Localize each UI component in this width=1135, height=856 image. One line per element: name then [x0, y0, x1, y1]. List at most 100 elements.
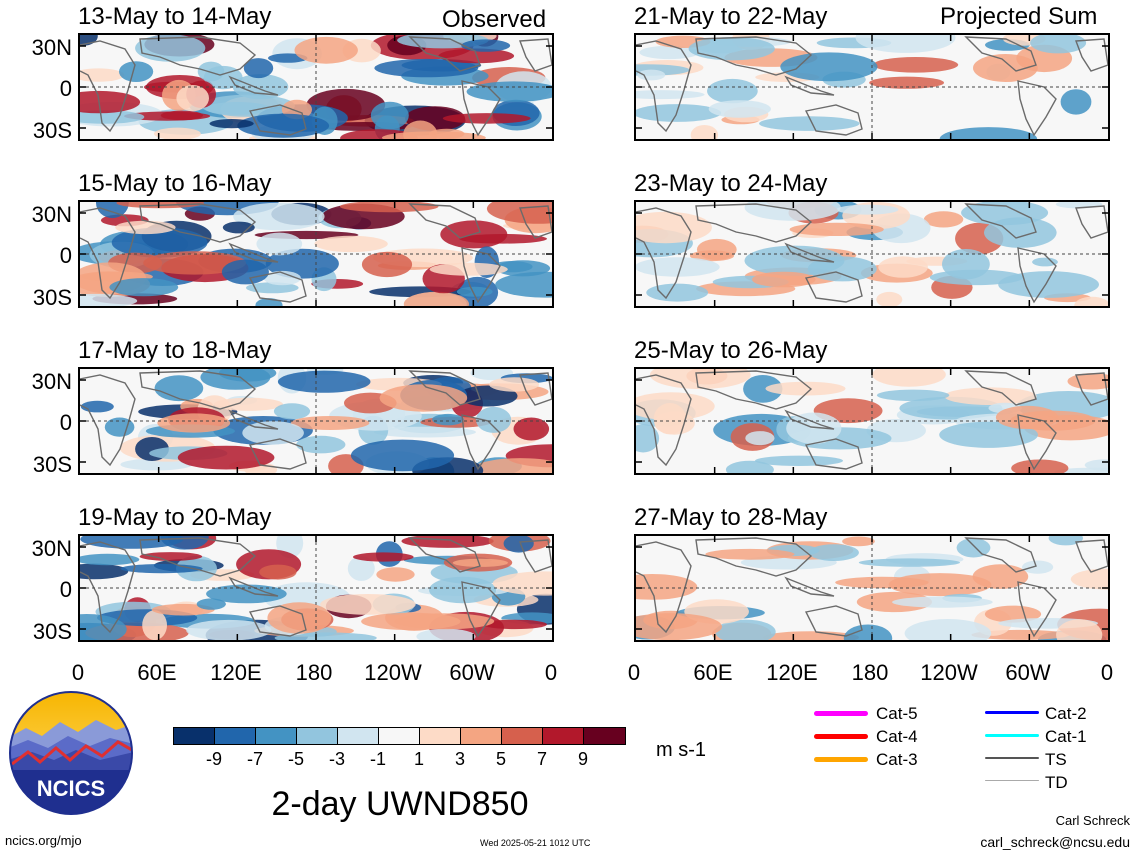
panel-title: 17-May to 18-May — [78, 337, 272, 364]
colorbar-swatch — [501, 727, 543, 745]
lon-tick-label: 0 — [1100, 660, 1114, 685]
lon-tick-label: 60E — [693, 660, 733, 685]
panel-title: 27-May to 28-May — [634, 504, 828, 531]
uwnd-map-panel — [634, 33, 1110, 141]
lat-tick-label: 0 — [59, 410, 72, 435]
colorbar-swatch — [419, 727, 461, 745]
lat-tick-label: 30N — [31, 202, 72, 227]
axis-ticks — [80, 202, 552, 306]
legend-line-cat4 — [814, 734, 868, 739]
axis-ticks — [636, 536, 1108, 640]
panel-title: 15-May to 16-May — [78, 170, 272, 197]
uwnd-map-panel — [78, 33, 554, 141]
colorbar-label: 5 — [495, 749, 506, 769]
colorbar-swatch — [337, 727, 379, 745]
uwnd-map-panel — [78, 367, 554, 475]
lat-tick-label: 0 — [59, 76, 72, 101]
colorbar-label: 3 — [454, 749, 465, 769]
footer-author: Carl Schreck — [1055, 813, 1130, 828]
coastlines — [636, 370, 1108, 471]
lon-tick-label: 0 — [544, 660, 558, 685]
lon-tick-label: 60W — [1005, 660, 1051, 685]
panel-title: 13-May to 14-May — [78, 3, 272, 30]
lon-tick-label: 120E — [766, 660, 818, 685]
legend-line-cat3 — [814, 757, 868, 762]
wind-anomaly-field — [636, 202, 1108, 306]
colorbar-label: -1 — [369, 749, 386, 769]
wind-anomaly-field — [80, 35, 552, 139]
legend-line-cat5 — [814, 711, 868, 716]
wind-anomaly-field — [636, 369, 1108, 473]
legend-label: Cat-3 — [876, 750, 918, 769]
legend-line-cat2 — [985, 711, 1039, 714]
lon-tick-label: 60E — [137, 660, 177, 685]
legend-label: Cat-5 — [876, 704, 918, 723]
axis-ticks — [80, 369, 552, 473]
lat-tick-label: 30S — [32, 619, 72, 644]
colorbar-swatch — [542, 727, 584, 745]
uwnd-map-panel — [634, 534, 1110, 642]
lon-tick-label: 120W — [364, 660, 422, 685]
lon-tick-label: 120E — [210, 660, 262, 685]
lon-tick-label: 180 — [295, 660, 333, 685]
legend-label: Cat-1 — [1045, 727, 1087, 746]
footer-url: ncics.org/mjo — [5, 833, 82, 848]
axis-ticks — [80, 35, 552, 139]
wind-anomaly-field — [80, 369, 552, 473]
coastlines — [80, 36, 552, 137]
legend-line-ts — [985, 757, 1039, 759]
lon-tick-label: 60W — [449, 660, 495, 685]
colorbar-swatch — [255, 727, 297, 745]
lat-tick-label: 30S — [32, 118, 72, 143]
colorbar-label: 9 — [577, 749, 588, 769]
lat-tick-label: 0 — [59, 577, 72, 602]
coastlines — [636, 203, 1108, 304]
coastlines — [80, 370, 552, 471]
main-title: 2-day UWND850 — [271, 785, 529, 823]
lat-tick-label: 30N — [31, 35, 72, 60]
projected-sum-label: Projected Sum — [940, 3, 1098, 30]
colorbar-label: -9 — [205, 749, 222, 769]
colorbar-swatch — [173, 727, 215, 745]
lat-tick-label: 30N — [31, 536, 72, 561]
lon-tick-label: 180 — [851, 660, 889, 685]
coastlines — [80, 203, 552, 304]
legend-line-cat1 — [985, 734, 1039, 737]
colorbar-label: -5 — [287, 749, 304, 769]
colorbar-swatch — [214, 727, 256, 745]
lat-tick-label: 30S — [32, 452, 72, 477]
lon-tick-label: 0 — [627, 660, 641, 685]
footer-email: carl_schreck@ncsu.edu — [980, 834, 1130, 850]
lat-tick-label: 0 — [59, 243, 72, 268]
panel-title: 23-May to 24-May — [634, 170, 828, 197]
colorbar-units: m s-1 — [656, 739, 706, 761]
colorbar-label: 1 — [413, 749, 424, 769]
colorbar-swatch — [378, 727, 420, 745]
footer-timestamp: Wed 2025-05-21 1012 UTC — [480, 838, 591, 848]
coastlines — [636, 537, 1108, 638]
uwnd-map-panel — [78, 534, 554, 642]
uwnd-map-panel — [634, 367, 1110, 475]
panel-title: 21-May to 22-May — [634, 3, 828, 30]
lon-tick-label: 120W — [920, 660, 978, 685]
colorbar-swatch — [583, 727, 626, 745]
axis-ticks — [636, 369, 1108, 473]
colorbar-swatch — [460, 727, 502, 745]
colorbar-label: 7 — [536, 749, 547, 769]
wind-anomaly-field — [80, 202, 552, 306]
uwnd-map-panel — [634, 200, 1110, 308]
lat-tick-label: 30N — [31, 369, 72, 394]
legend-label: Cat-4 — [876, 727, 918, 746]
panel-title: 19-May to 20-May — [78, 504, 272, 531]
colorbar-label: -7 — [246, 749, 263, 769]
coastlines — [80, 537, 552, 638]
observed-label: Observed — [442, 6, 547, 33]
lat-tick-label: 30S — [32, 285, 72, 310]
coastlines — [636, 36, 1108, 137]
panel-title: 25-May to 26-May — [634, 337, 828, 364]
uwnd-map-panel — [78, 200, 554, 308]
colorbar-swatch — [296, 727, 338, 745]
axis-ticks — [636, 202, 1108, 306]
axis-ticks — [80, 536, 552, 640]
legend-line-td — [985, 780, 1039, 781]
